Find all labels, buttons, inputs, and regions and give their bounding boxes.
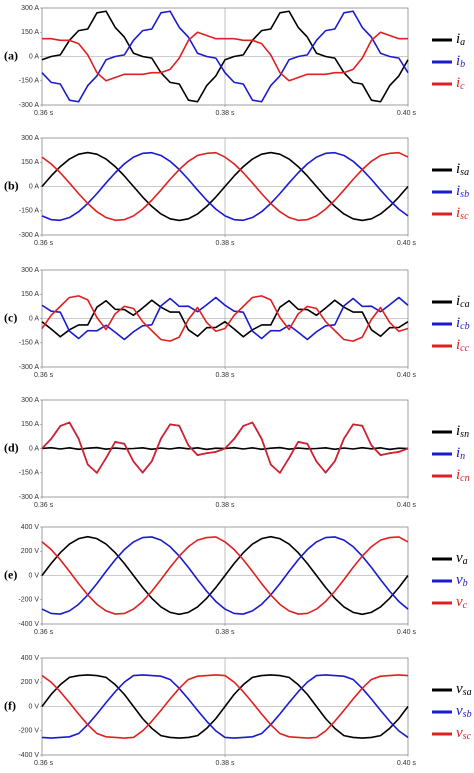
legend-label: ica [456, 293, 470, 310]
panel-label: (f) [4, 698, 16, 712]
y-tick-label: 0 A [29, 445, 39, 452]
y-tick-label: -300 A [19, 364, 40, 371]
panel-label: (a) [4, 48, 18, 62]
y-tick-label: 150 A [21, 159, 39, 166]
legend-label: icn [456, 467, 470, 484]
x-tick-label: 0.38 s [215, 760, 235, 767]
y-tick-label: -150 A [19, 78, 40, 85]
x-tick-label: 0.38 s [215, 110, 235, 117]
series-line [41, 10, 409, 103]
legend-label: vc [456, 594, 468, 611]
legend-label: vsc [456, 725, 472, 742]
y-tick-label: -200 V [18, 597, 39, 604]
legend-label: ia [456, 31, 465, 48]
series-line [41, 536, 409, 615]
legend-label: ib [456, 53, 465, 70]
y-tick-label: 150 A [21, 291, 39, 298]
y-tick-label: 400 V [21, 655, 40, 662]
x-tick-label: 0.38 s [215, 240, 235, 247]
x-tick-label: 0.40 s [397, 502, 417, 509]
series-line [41, 536, 409, 615]
x-tick-label: 0.36 s [34, 629, 54, 636]
y-tick-label: -300 A [19, 102, 40, 109]
legend-label: ic [456, 75, 465, 92]
x-tick-label: 0.40 s [397, 110, 417, 117]
panel-label: (c) [4, 310, 17, 324]
legend-label: in [456, 445, 465, 462]
legend-label: icc [456, 337, 470, 354]
series-line [41, 674, 409, 739]
y-tick-label: 150 A [21, 29, 39, 36]
series-line [41, 674, 409, 739]
y-tick-label: -300 A [19, 232, 40, 239]
y-tick-label: 0 V [28, 572, 39, 579]
series-line [41, 421, 409, 474]
x-tick-label: 0.38 s [215, 629, 235, 636]
y-tick-label: 300 A [21, 397, 39, 404]
legend-label: isc [456, 205, 469, 222]
panel-label: (e) [4, 567, 17, 581]
x-tick-label: 0.36 s [34, 240, 54, 247]
legend-label: vb [456, 572, 468, 589]
series-line [41, 295, 409, 342]
y-tick-label: 150 A [21, 421, 39, 428]
x-tick-label: 0.40 s [397, 240, 417, 247]
series-line [41, 674, 409, 739]
legend-label: vsb [456, 703, 472, 720]
series-line [41, 151, 409, 222]
legend-label: isb [456, 183, 469, 200]
legend-label: isa [456, 161, 469, 178]
y-tick-label: 300 A [21, 135, 39, 142]
legend-label: icb [456, 315, 470, 332]
x-tick-label: 0.38 s [215, 372, 235, 379]
x-tick-label: 0.36 s [34, 110, 54, 117]
series-line [41, 10, 409, 103]
y-tick-label: -150 A [19, 340, 40, 347]
y-tick-label: 0 A [29, 53, 39, 60]
y-tick-label: 200 V [21, 679, 40, 686]
x-tick-label: 0.36 s [34, 372, 54, 379]
panel-label: (b) [4, 178, 19, 192]
series-line [41, 151, 409, 222]
series-line [42, 31, 408, 82]
x-tick-label: 0.40 s [397, 629, 417, 636]
legend-label: va [456, 550, 468, 567]
y-tick-label: -150 A [19, 208, 40, 215]
y-tick-label: -150 A [19, 470, 40, 477]
series-line [41, 299, 409, 338]
y-tick-label: 0 A [29, 315, 39, 322]
x-tick-label: 0.38 s [215, 502, 235, 509]
x-tick-label: 0.40 s [397, 372, 417, 379]
x-tick-label: 0.36 s [34, 760, 54, 767]
x-tick-label: 0.40 s [397, 760, 417, 767]
y-tick-label: -400 V [18, 621, 39, 628]
y-tick-label: 200 V [21, 548, 40, 555]
legend-label: isn [456, 423, 469, 440]
y-tick-label: -400 V [18, 752, 39, 759]
series-line [41, 296, 409, 341]
panel-label: (d) [4, 440, 19, 454]
x-tick-label: 0.36 s [34, 502, 54, 509]
y-tick-label: 0 A [29, 183, 39, 190]
y-tick-label: 400 V [21, 524, 40, 531]
series-line [41, 151, 409, 222]
y-tick-label: 0 V [28, 703, 39, 710]
legend-label: vsa [456, 681, 472, 698]
y-tick-label: 300 A [21, 5, 39, 12]
y-tick-label: -200 V [18, 728, 39, 735]
y-tick-label: 300 A [21, 267, 39, 274]
y-tick-label: -300 A [19, 494, 40, 501]
series-line [41, 535, 409, 616]
